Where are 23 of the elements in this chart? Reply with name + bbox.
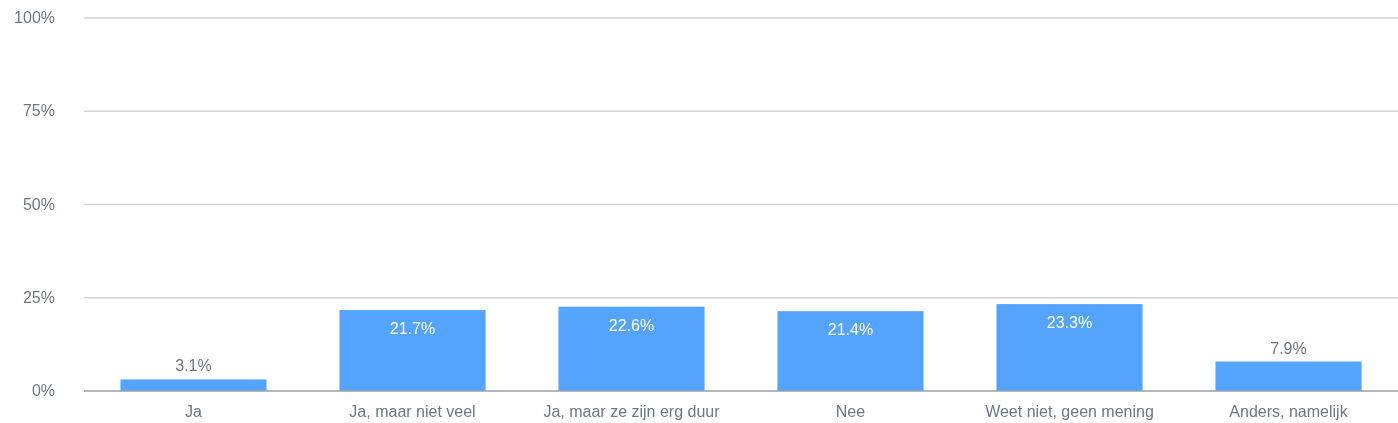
data-label: 22.6% [608,316,655,334]
data-label: 7.9% [1270,339,1307,357]
y-tick-label: 100% [14,9,55,26]
bar [339,310,486,391]
bar [558,306,705,391]
y-tick-label: 25% [22,288,55,306]
bar [996,304,1143,391]
data-label: 21.4% [827,321,874,339]
x-tick-label: Weet niet, geen mening [985,403,1154,420]
x-tick-label: Anders, namelijk [1229,403,1349,420]
x-tick-label: Ja, maar niet veel [349,403,476,420]
bar [120,379,267,391]
x-tick-label: Nee [835,403,866,420]
data-label: 3.1% [175,357,212,375]
data-label: 23.3% [1046,314,1093,332]
y-tick-label: 0% [31,382,55,399]
y-tick-label: 75% [22,102,55,120]
bar [1215,361,1362,391]
x-tick-label: Ja, maar ze zijn erg duur [543,403,721,420]
x-tick-label: Ja [185,403,203,420]
data-label: 21.7% [389,320,436,338]
y-tick-label: 50% [22,195,55,213]
bar [777,311,924,391]
